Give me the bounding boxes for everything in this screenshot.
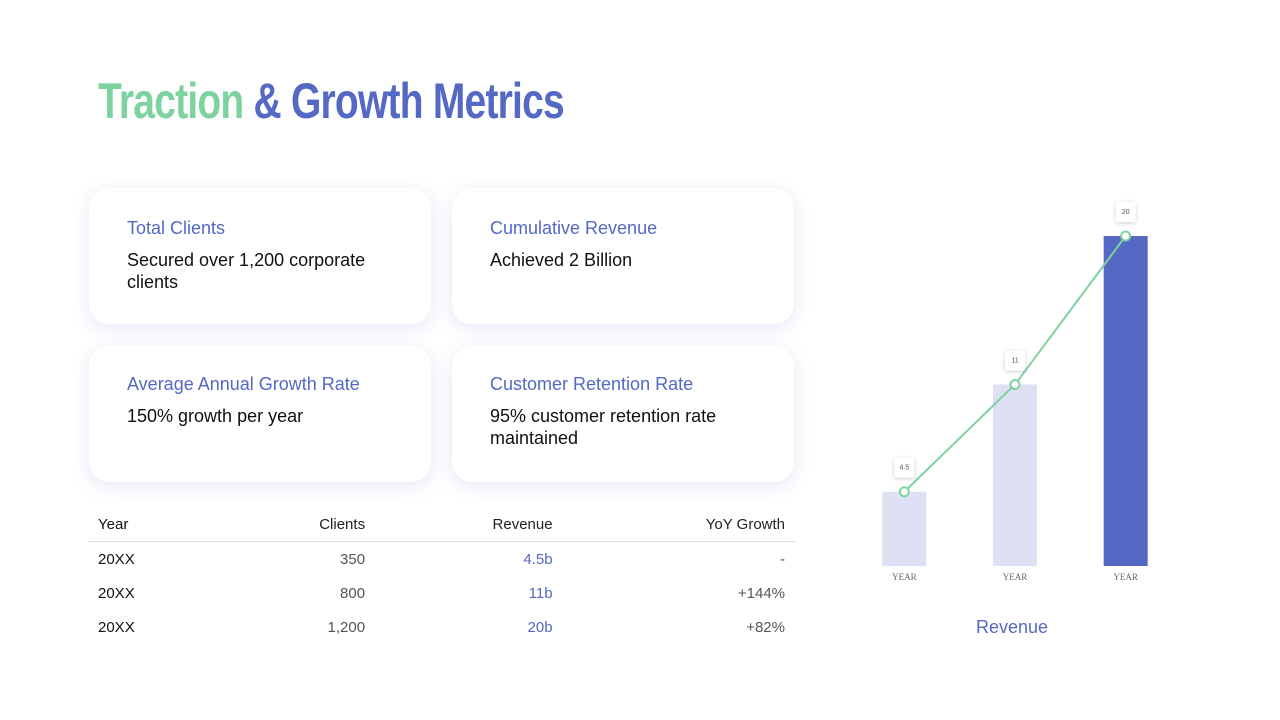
title-rest: & Growth Metrics (253, 73, 565, 129)
header-cell: Revenue (375, 507, 563, 542)
cell: +82% (746, 618, 785, 636)
title: Traction & Growth Metrics (98, 72, 565, 130)
header-cell: Clients (220, 507, 376, 542)
card: Total Clients Secured over 1,200 corporat… (89, 188, 431, 324)
card-title: Total Clients (127, 218, 226, 238)
chart: Revenue YEAR YEAR YEAR 4.5 11 20 (882, 202, 1148, 637)
bar (993, 384, 1037, 566)
x-tick-label: YEAR (1003, 572, 1028, 582)
card-title: Average Annual Growth Rate (127, 374, 360, 394)
line-point (1009, 379, 1021, 390)
chart-title: Revenue (976, 617, 1048, 637)
card: Cumulative Revenue Achieved 2 Billion (452, 188, 794, 324)
label-box (1115, 202, 1136, 222)
metrics-table: Year Clients Revenue YoY Growth 20XX 350 4… (88, 507, 795, 644)
bar (1103, 236, 1148, 566)
cell: 1,200 (327, 618, 366, 636)
label-box (1005, 350, 1025, 371)
bar (882, 491, 927, 566)
cell: 20XX (98, 584, 135, 602)
cell: 20b (527, 618, 553, 636)
card-text: 150% growth per year (127, 406, 304, 426)
card-text: Achieved 2 Billion (490, 250, 633, 270)
cell: - (780, 550, 785, 568)
header-cell: YoY Growth (562, 507, 795, 542)
card-text: 95% customer retention rate maintained (490, 406, 717, 448)
title-accent: Traction (98, 73, 244, 129)
card: Customer Retention Rate 95% customer rete… (452, 346, 794, 482)
label-box (894, 457, 915, 478)
cell: 4.5b (523, 550, 553, 568)
cell: +144% (737, 584, 785, 602)
data-label: 11 (1011, 357, 1018, 364)
cell: 800 (340, 584, 366, 602)
card-title: Customer Retention Rate (490, 374, 694, 394)
cell: 20XX (98, 550, 135, 568)
line-point (898, 486, 910, 498)
cell: 20XX (98, 618, 135, 636)
header-row: Year Clients Revenue YoY Growth (88, 507, 795, 542)
row: 20XX 350 4.5b - (88, 542, 795, 577)
row: 20XX 800 11b +144% (88, 576, 795, 610)
cell: 11b (528, 584, 553, 602)
line-point (1120, 230, 1132, 242)
card-title: Cumulative Revenue (490, 218, 658, 238)
card: Average Annual Growth Rate 150% growth pe… (89, 346, 431, 482)
data-label: 20 (1122, 209, 1130, 216)
x-tick-label: YEAR (1113, 572, 1138, 582)
card-text: Secured over 1,200 corporate clients (127, 250, 366, 292)
x-tick-label: YEAR (892, 572, 917, 582)
header-cell: Year (88, 507, 221, 542)
cell: 350 (340, 550, 366, 568)
row: 20XX 1,200 20b +82% (88, 610, 795, 644)
data-label: 4.5 (899, 465, 909, 472)
